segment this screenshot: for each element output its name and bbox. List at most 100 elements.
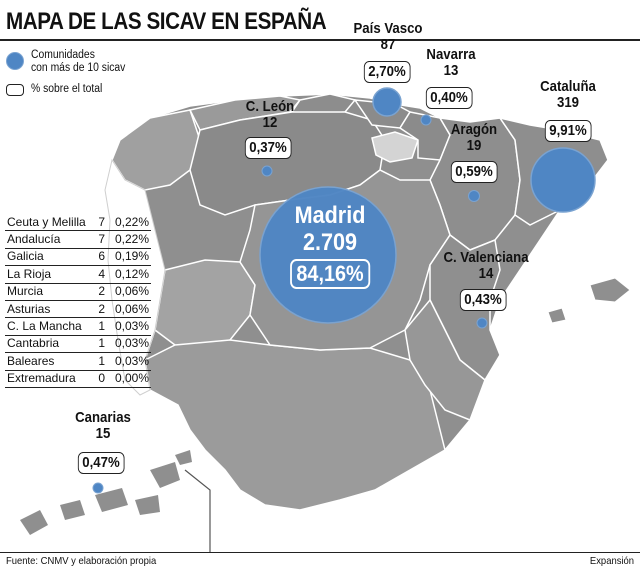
canary-island-4 — [135, 495, 160, 515]
footer-publisher: Expansión — [589, 555, 634, 567]
pct-cataluna: 9,91% — [544, 120, 592, 142]
table-cell-region: Baleares — [5, 352, 91, 371]
pct-c-valenciana: 0,43% — [459, 289, 507, 311]
footer-rule — [0, 552, 640, 553]
label-pais-vasco: País Vasco 87 — [354, 21, 423, 53]
c-valenciana-name: C. Valenciana — [443, 249, 529, 266]
table-cell-count: 2 — [91, 283, 111, 301]
canarias-count: 15 — [95, 425, 111, 442]
table-cell-count: 1 — [91, 335, 111, 354]
table-row: Galicia 6 0,19% — [5, 248, 151, 267]
table-cell-region: Andalucía — [5, 230, 91, 249]
label-c-valenciana: C. Valenciana 14 — [443, 250, 528, 282]
table-row: Murcia 2 0,06% — [5, 283, 151, 301]
bubble-c-valenciana — [476, 317, 488, 329]
label-madrid: Madrid 2.709 84,16% — [290, 203, 370, 289]
pct-aragon: 0,59% — [450, 161, 498, 183]
legend-box-icon — [6, 84, 24, 96]
navarra-count: 13 — [443, 62, 459, 79]
table-cell-pct: 0,19% — [111, 248, 151, 267]
label-aragon: Aragón 19 — [451, 122, 497, 154]
legend-circle-icon — [6, 52, 24, 70]
table-cell-pct: 0,22% — [111, 214, 151, 232]
canary-island-3 — [95, 488, 128, 512]
region-la-rioja — [371, 131, 419, 163]
table-cell-count: 1 — [91, 352, 111, 371]
table-cell-count: 0 — [91, 370, 111, 388]
table-cell-region: C. La Mancha — [5, 317, 91, 336]
table-row: Ceuta y Melilla 7 0,22% — [5, 214, 151, 232]
table-cell-region: Ceuta y Melilla — [5, 214, 91, 232]
table-cell-count: 1 — [91, 317, 111, 336]
canarias-inset-frame — [184, 469, 211, 552]
canary-island-2 — [60, 500, 85, 520]
pct-pais-vasco: 2,70% — [363, 61, 411, 83]
bubble-c-leon — [261, 165, 273, 177]
madrid-count: 2.709 — [302, 229, 358, 256]
cataluna-count: 319 — [556, 94, 580, 111]
c-leon-count: 12 — [262, 114, 278, 131]
region-murcia — [404, 298, 486, 421]
table-row: Andalucía 7 0,22% — [5, 230, 151, 249]
legend-circle-line2: con más de 10 sicav — [31, 62, 126, 74]
table-cell-region: Galicia — [5, 248, 91, 267]
table-cell-region: Cantabria — [5, 335, 91, 354]
canary-island-5 — [150, 462, 180, 488]
table-cell-region: Extremadura — [5, 370, 91, 388]
footer-source: Fuente: CNMV y elaboración propia — [6, 555, 157, 567]
legend-circle-line1: Comunidades — [31, 49, 95, 61]
table-cell-count: 2 — [91, 300, 111, 319]
region-andalucia — [144, 339, 446, 511]
bubble-cataluna — [530, 147, 596, 213]
canary-island-6 — [175, 450, 192, 465]
title-rule — [0, 39, 640, 41]
pais-vasco-name: País Vasco — [353, 20, 423, 37]
canarias-name: Canarias — [75, 409, 131, 426]
label-canarias: Canarias 15 — [75, 410, 131, 442]
bubble-aragon — [468, 190, 480, 202]
label-navarra: Navarra 13 — [426, 47, 475, 79]
bubble-navarra — [420, 114, 432, 126]
table-cell-region: La Rioja — [5, 265, 91, 284]
table-cell-count: 6 — [91, 248, 111, 267]
table-row: Extremadura 0 0,00% — [5, 370, 151, 388]
pct-madrid: 84,16% — [290, 259, 370, 289]
small-regions-table: Ceuta y Melilla 7 0,22% Andalucía 7 0,22% Gali… — [5, 214, 151, 388]
table-cell-pct: 0,00% — [111, 370, 151, 388]
table-cell-pct: 0,03% — [111, 335, 151, 354]
table-row: Cantabria 1 0,03% — [5, 335, 151, 354]
navarra-name: Navarra — [426, 46, 476, 63]
table-cell-region: Asturias — [5, 300, 91, 319]
baleares-shape — [589, 277, 631, 303]
table-cell-pct: 0,06% — [111, 283, 151, 301]
table-row: Baleares 1 0,03% — [5, 352, 151, 371]
pct-canarias: 0,47% — [77, 452, 125, 474]
table-cell-count: 7 — [91, 230, 111, 249]
ibiza-shape — [547, 307, 567, 324]
map-title: MAPA DE LAS SICAV EN ESPAÑA — [6, 8, 327, 35]
table-cell-pct: 0,03% — [111, 352, 151, 371]
table-cell-pct: 0,06% — [111, 300, 151, 319]
table-row: C. La Mancha 1 0,03% — [5, 317, 151, 336]
aragon-count: 19 — [466, 137, 482, 154]
table-cell-pct: 0,22% — [111, 230, 151, 249]
cataluna-name: Cataluña — [540, 78, 596, 95]
c-leon-name: C. León — [245, 98, 295, 115]
table-cell-count: 7 — [91, 214, 111, 232]
legend-box-label: % sobre el total — [31, 83, 103, 95]
bubble-canarias — [92, 482, 104, 494]
table-row: Asturias 2 0,06% — [5, 300, 151, 319]
table-cell-pct: 0,12% — [111, 265, 151, 284]
bubble-pais-vasco — [372, 87, 402, 117]
table-cell-pct: 0,03% — [111, 317, 151, 336]
pct-c-leon: 0,37% — [244, 137, 292, 159]
canary-island-1 — [20, 510, 48, 535]
madrid-name: Madrid — [294, 202, 366, 229]
table-cell-count: 4 — [91, 265, 111, 284]
label-cataluna: Cataluña 319 — [540, 79, 596, 111]
aragon-name: Aragón — [450, 121, 498, 138]
bubble-madrid — [259, 186, 397, 324]
table-cell-region: Murcia — [5, 283, 91, 301]
table-row: La Rioja 4 0,12% — [5, 265, 151, 284]
